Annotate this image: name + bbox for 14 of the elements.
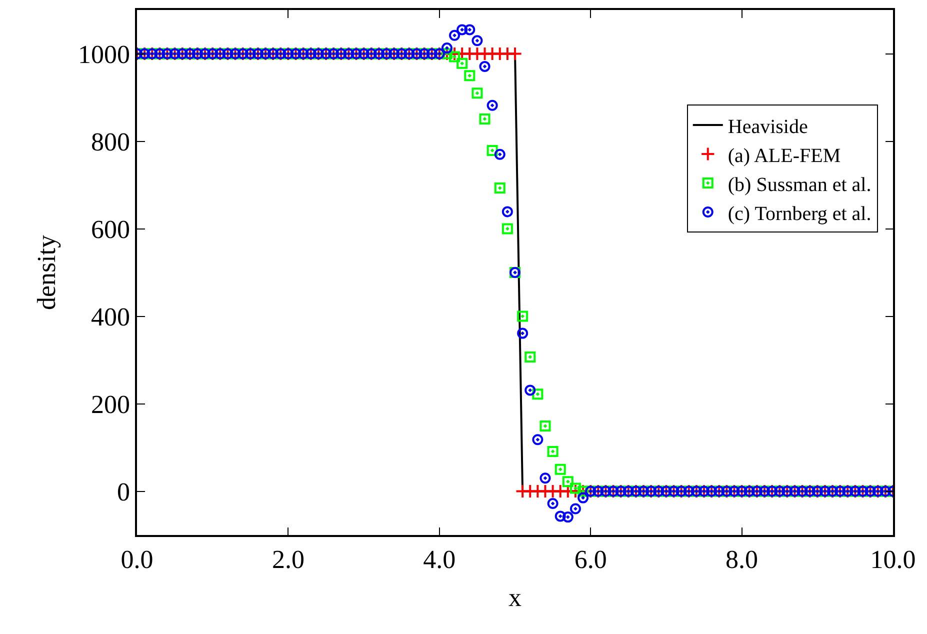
y-tick-label: 1000 bbox=[78, 40, 130, 69]
y-axis-title: density bbox=[32, 234, 61, 310]
x-tick-label: 10.0 bbox=[870, 544, 916, 574]
y-tick-label: 400 bbox=[91, 302, 130, 332]
x-tick-label: 2.0 bbox=[272, 544, 304, 574]
y-tick-label: 600 bbox=[91, 214, 130, 244]
x-tick-label: 0.0 bbox=[120, 544, 154, 574]
y-tick-label: 200 bbox=[91, 390, 130, 419]
x-tick-label: 6.0 bbox=[574, 544, 607, 574]
x-tick-label: 4.0 bbox=[423, 544, 456, 574]
y-tick-label: 0 bbox=[117, 477, 130, 506]
x-tick-label: 8.0 bbox=[726, 544, 758, 574]
y-tick-label: 800 bbox=[91, 127, 130, 156]
x-axis-title: x bbox=[508, 583, 522, 612]
